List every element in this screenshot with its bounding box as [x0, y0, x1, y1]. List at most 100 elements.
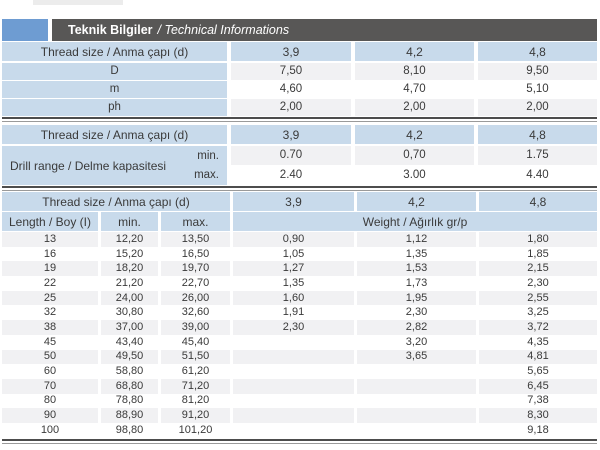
weight-cell: 1,91: [233, 305, 354, 321]
max-cell: 32,60: [161, 305, 230, 321]
value-cell: 2,00: [355, 99, 474, 116]
max-cell: 61,20: [161, 364, 230, 379]
specs-row: ph 2,00 2,00 2,00: [2, 99, 597, 116]
weight-cell: [233, 422, 354, 438]
max-cell: 101,20: [161, 422, 230, 438]
drill-range-label-cell: Drill range / Delme kapasitesi min. max.: [2, 146, 227, 185]
min-cell: 98,80: [101, 422, 158, 438]
weight-cell: 1,95: [357, 290, 476, 306]
min-label: min.: [197, 149, 219, 162]
specs-header-size-1: 3,9: [231, 42, 351, 61]
length-header-size-1: 3,9: [233, 192, 354, 211]
weight-cell: 1,27: [233, 261, 354, 277]
weight-cell: 1,53: [357, 261, 476, 277]
min-cell: 18,20: [101, 261, 158, 277]
title-accent-block: [2, 19, 48, 41]
weight-cell: 1,05: [233, 246, 354, 262]
length-row: 32 30,80 32,60 1,91 2,30 3,25: [2, 305, 597, 321]
min-cell: 12,20: [101, 232, 158, 247]
length-cell: 80: [2, 393, 98, 409]
value-cell: 2,00: [478, 99, 597, 116]
weight-cell: 3,25: [479, 305, 597, 321]
drill-table: Thread size / Anma çapı (d) 3,9 4,2 4,8 …: [2, 125, 597, 191]
drill-header-size-1: 3,9: [231, 125, 351, 144]
table-bottom-border: [2, 117, 597, 122]
table-bottom-border: [2, 438, 597, 444]
length-row: 80 78,80 81,20 7,38: [2, 393, 597, 409]
max-cell: 51,50: [161, 349, 230, 365]
drill-header-size-3: 4,8: [478, 125, 597, 144]
row-label: ph: [2, 99, 227, 116]
length-table-body: 13 12,20 13,50 0,90 1,12 1,80 16 15,20 16,50 1,05…: [2, 232, 597, 438]
drill-range-label: Drill range / Delme kapasitesi: [10, 158, 167, 173]
specs-row: D 7,50 8,10 9,50: [2, 63, 597, 80]
title-turkish: Teknik Bilgiler: [68, 23, 153, 37]
value-cell: 9,50: [478, 63, 597, 80]
length-row: 60 58,80 61,20 5,65: [2, 364, 597, 379]
length-header-row: Thread size / Anma çapı (d) 3,9 4,2 4,8: [2, 192, 597, 211]
length-header-size-2: 4,2: [357, 192, 476, 211]
weight-cell: 4,81: [479, 349, 597, 365]
value-cell: 0.70: [231, 146, 351, 165]
max-cell: 71,20: [161, 378, 230, 394]
max-cell: 26,00: [161, 290, 230, 306]
length-header-label: Thread size / Anma çapı (d): [2, 192, 230, 211]
weight-cell: 0,90: [233, 232, 354, 247]
table-bottom-border: [2, 186, 597, 191]
weight-cell: 7,38: [479, 393, 597, 409]
length-row: 22 21,20 22,70 1,35 1,73 2,30: [2, 276, 597, 291]
weight-cell: 1,80: [479, 232, 597, 247]
specs-header-size-2: 4,2: [355, 42, 474, 61]
weight-cell: 8,30: [479, 408, 597, 423]
weight-cell: 1,73: [357, 276, 476, 291]
max-cell: 16,50: [161, 246, 230, 262]
length-cell: 32: [2, 305, 98, 321]
length-subheader-row: Length / Boy (I) min. max. Weight / Ağır…: [2, 212, 597, 231]
drill-header-label: Thread size / Anma çapı (d): [2, 125, 227, 144]
value-cell: 4,70: [355, 81, 474, 98]
length-cell: 45: [2, 334, 98, 350]
length-row: 19 18,20 19,70 1,27 1,53 2,15: [2, 261, 597, 277]
weight-cell: 2,30: [233, 320, 354, 335]
weight-cell: 1,85: [479, 246, 597, 262]
value-cell: 4,60: [231, 81, 351, 98]
weight-cell: 2,30: [479, 276, 597, 291]
value-cell: 5,10: [478, 81, 597, 98]
weight-cell: [357, 408, 476, 423]
length-row: 38 37,00 39,00 2,30 2,82 3,72: [2, 320, 597, 335]
max-col-header: max.: [161, 212, 230, 231]
drill-header-size-2: 4,2: [355, 125, 474, 144]
length-cell: 19: [2, 261, 98, 277]
weight-cell: 1,35: [357, 246, 476, 262]
length-cell: 50: [2, 349, 98, 365]
length-cell: 90: [2, 408, 98, 423]
value-cell: 4.40: [478, 166, 597, 185]
length-row: 13 12,20 13,50 0,90 1,12 1,80: [2, 232, 597, 247]
min-col-header: min.: [101, 212, 158, 231]
length-cell: 38: [2, 320, 98, 335]
specs-header-row: Thread size / Anma çapı (d) 3,9 4,2 4,8: [2, 42, 597, 61]
weight-cell: 5,65: [479, 364, 597, 379]
length-row: 16 15,20 16,50 1,05 1,35 1,85: [2, 246, 597, 262]
weight-cell: 3,65: [357, 349, 476, 365]
length-row: 50 49,50 51,50 3,65 4,81: [2, 349, 597, 365]
weight-cell: [233, 334, 354, 350]
min-cell: 49,50: [101, 349, 158, 365]
max-cell: 22,70: [161, 276, 230, 291]
length-cell: 22: [2, 276, 98, 291]
value-cell: 3.00: [355, 166, 474, 185]
drill-max-row: 2.40 3.00 4.40: [231, 166, 597, 185]
title-bar-strip: Teknik Bilgiler / Technical Informations: [52, 19, 597, 41]
length-row: 90 88,90 91,20 8,30: [2, 408, 597, 423]
weight-cell: [233, 349, 354, 365]
weight-cell: 1,35: [233, 276, 354, 291]
weight-cell: [357, 393, 476, 409]
length-col-header: Length / Boy (I): [2, 212, 98, 231]
weight-cell: [357, 378, 476, 394]
max-cell: 91,20: [161, 408, 230, 423]
min-cell: 21,20: [101, 276, 158, 291]
drill-min-row: 0.70 0,70 1.75: [231, 146, 597, 165]
max-cell: 13,50: [161, 232, 230, 247]
length-cell: 25: [2, 290, 98, 306]
